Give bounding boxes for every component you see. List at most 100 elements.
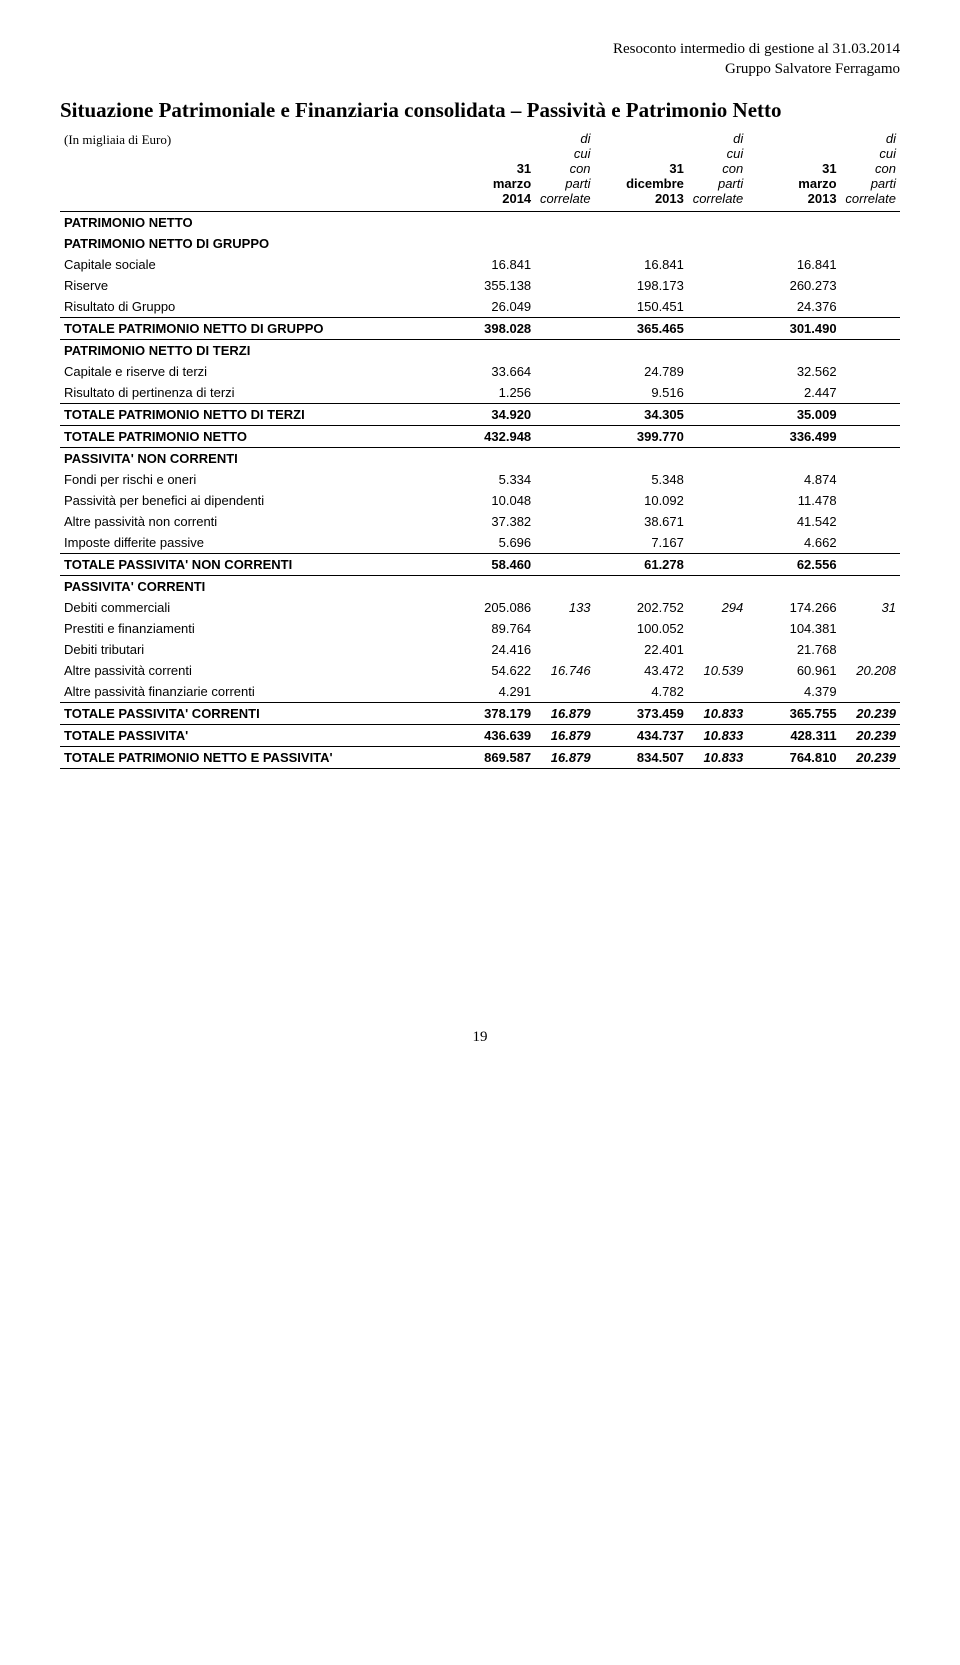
row-value: 32.562 bbox=[747, 361, 840, 382]
row-value: 174.266 bbox=[747, 597, 840, 618]
row-label: TOTALE PATRIMONIO NETTO DI GRUPPO bbox=[60, 317, 442, 339]
row-value: 10.048 bbox=[442, 490, 535, 511]
col-3: 31marzo2013 bbox=[747, 129, 840, 211]
row-value bbox=[688, 490, 747, 511]
row-value bbox=[688, 275, 747, 296]
row-value: 16.841 bbox=[747, 254, 840, 275]
row-value: 373.459 bbox=[595, 702, 688, 724]
row-value bbox=[841, 233, 900, 254]
row-value: 16.841 bbox=[595, 254, 688, 275]
row-value: 20.239 bbox=[841, 746, 900, 768]
row-value bbox=[841, 575, 900, 597]
table-row: Altre passività non correnti37.38238.671… bbox=[60, 511, 900, 532]
row-value: 61.278 bbox=[595, 553, 688, 575]
row-value bbox=[688, 681, 747, 703]
row-value: 10.833 bbox=[688, 724, 747, 746]
row-value: 10.833 bbox=[688, 702, 747, 724]
row-value bbox=[841, 425, 900, 447]
row-value: 355.138 bbox=[442, 275, 535, 296]
row-value bbox=[841, 296, 900, 318]
row-value bbox=[535, 532, 594, 554]
col-1-note: dicuiconparticorrelate bbox=[535, 129, 594, 211]
row-value bbox=[688, 339, 747, 361]
row-value: 21.768 bbox=[747, 639, 840, 660]
row-value: 294 bbox=[688, 597, 747, 618]
row-value bbox=[535, 317, 594, 339]
unit-note: (In migliaia di Euro) bbox=[60, 129, 442, 211]
row-value bbox=[747, 339, 840, 361]
row-label: Altre passività finanziarie correnti bbox=[60, 681, 442, 703]
row-value bbox=[535, 639, 594, 660]
row-value: 24.789 bbox=[595, 361, 688, 382]
row-value: 378.179 bbox=[442, 702, 535, 724]
table-row: Risultato di Gruppo26.049150.45124.376 bbox=[60, 296, 900, 318]
row-value bbox=[841, 681, 900, 703]
row-value: 31 bbox=[841, 597, 900, 618]
table-row: Capitale e riserve di terzi33.66424.7893… bbox=[60, 361, 900, 382]
table-row: Debiti tributari24.41622.40121.768 bbox=[60, 639, 900, 660]
row-value bbox=[595, 575, 688, 597]
table-row: PASSIVITA' NON CORRENTI bbox=[60, 447, 900, 469]
row-value: 336.499 bbox=[747, 425, 840, 447]
table-row: TOTALE PASSIVITA'436.63916.879434.73710.… bbox=[60, 724, 900, 746]
row-label: PATRIMONIO NETTO DI GRUPPO bbox=[60, 233, 442, 254]
row-value: 1.256 bbox=[442, 382, 535, 404]
row-value: 10.833 bbox=[688, 746, 747, 768]
row-value: 202.752 bbox=[595, 597, 688, 618]
row-label: Debiti commerciali bbox=[60, 597, 442, 618]
row-value bbox=[841, 361, 900, 382]
row-value: 434.737 bbox=[595, 724, 688, 746]
financial-table: (In migliaia di Euro) 31marzo2014 dicuic… bbox=[60, 129, 900, 769]
row-value: 43.472 bbox=[595, 660, 688, 681]
row-value bbox=[841, 403, 900, 425]
row-value bbox=[535, 254, 594, 275]
row-value bbox=[841, 553, 900, 575]
table-row: PATRIMONIO NETTO DI TERZI bbox=[60, 339, 900, 361]
row-value bbox=[442, 447, 535, 469]
row-value bbox=[535, 618, 594, 639]
row-value bbox=[688, 296, 747, 318]
row-value: 24.376 bbox=[747, 296, 840, 318]
table-row: Altre passività finanziarie correnti4.29… bbox=[60, 681, 900, 703]
row-value: 35.009 bbox=[747, 403, 840, 425]
table-row: TOTALE PASSIVITA' CORRENTI378.17916.8793… bbox=[60, 702, 900, 724]
col-2-note: dicuiconparticorrelate bbox=[688, 129, 747, 211]
row-label: Debiti tributari bbox=[60, 639, 442, 660]
header-line2: Gruppo Salvatore Ferragamo bbox=[725, 61, 900, 77]
row-label: PATRIMONIO NETTO bbox=[60, 211, 442, 233]
row-value bbox=[535, 447, 594, 469]
row-value bbox=[442, 211, 535, 233]
row-label: TOTALE PATRIMONIO NETTO DI TERZI bbox=[60, 403, 442, 425]
row-value bbox=[535, 233, 594, 254]
row-label: TOTALE PATRIMONIO NETTO E PASSIVITA' bbox=[60, 746, 442, 768]
row-value bbox=[688, 317, 747, 339]
row-value bbox=[535, 339, 594, 361]
row-value: 4.662 bbox=[747, 532, 840, 554]
row-value bbox=[841, 639, 900, 660]
row-value bbox=[841, 490, 900, 511]
table-row: TOTALE PATRIMONIO NETTO DI GRUPPO398.028… bbox=[60, 317, 900, 339]
table-row: TOTALE PATRIMONIO NETTO DI TERZI34.92034… bbox=[60, 403, 900, 425]
row-value bbox=[841, 618, 900, 639]
row-value: 9.516 bbox=[595, 382, 688, 404]
row-value bbox=[841, 532, 900, 554]
table-row: TOTALE PATRIMONIO NETTO E PASSIVITA'869.… bbox=[60, 746, 900, 768]
row-value bbox=[841, 382, 900, 404]
row-value bbox=[535, 403, 594, 425]
table-row: Debiti commerciali205.086133202.75229417… bbox=[60, 597, 900, 618]
row-label: Fondi per rischi e oneri bbox=[60, 469, 442, 490]
table-row: Imposte differite passive5.6967.1674.662 bbox=[60, 532, 900, 554]
row-value: 60.961 bbox=[747, 660, 840, 681]
row-value bbox=[442, 233, 535, 254]
row-value: 365.755 bbox=[747, 702, 840, 724]
row-value bbox=[595, 339, 688, 361]
row-value: 16.879 bbox=[535, 724, 594, 746]
row-value: 34.920 bbox=[442, 403, 535, 425]
row-value: 5.696 bbox=[442, 532, 535, 554]
row-label: PATRIMONIO NETTO DI TERZI bbox=[60, 339, 442, 361]
row-value: 16.879 bbox=[535, 746, 594, 768]
row-value bbox=[442, 575, 535, 597]
row-value bbox=[688, 425, 747, 447]
row-label: TOTALE PATRIMONIO NETTO bbox=[60, 425, 442, 447]
row-value bbox=[747, 575, 840, 597]
